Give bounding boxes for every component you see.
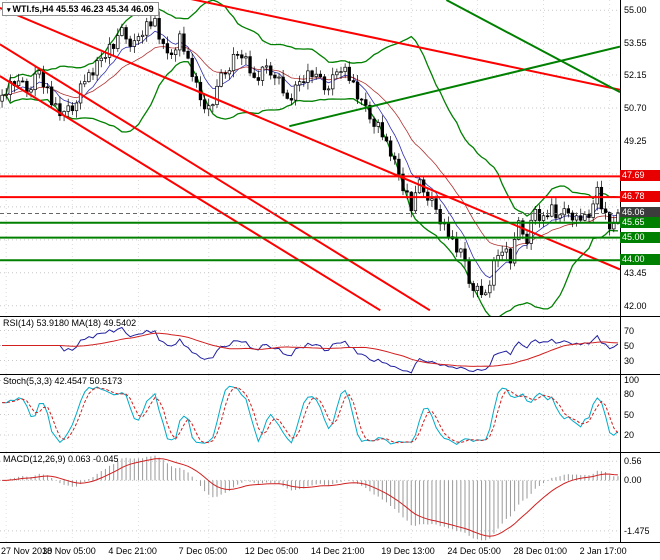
macd-label: MACD(12,26,9) 0.063 -0.045 bbox=[3, 454, 119, 464]
time-label: 12 Dec 05:00 bbox=[244, 546, 299, 556]
stochastic-panel[interactable]: Stoch(5,3,3) 42.4547 50.5173 100 80 50 20 bbox=[0, 375, 660, 452]
symbol-marker-icon: ▾ bbox=[7, 7, 11, 14]
rsi-tick: 50 bbox=[624, 340, 635, 351]
price-tag: 45.00 bbox=[620, 231, 660, 243]
rsi-canvas[interactable] bbox=[0, 317, 620, 374]
price-tick: 52.15 bbox=[624, 70, 647, 81]
time-label: 24 Dec 05:00 bbox=[447, 546, 501, 556]
price-tick: 49.25 bbox=[624, 135, 647, 146]
price-tick: 42.00 bbox=[624, 300, 647, 311]
time-label: 4 Dec 21:00 bbox=[108, 546, 157, 556]
main-chart-canvas[interactable] bbox=[0, 0, 620, 316]
price-tick: 53.55 bbox=[624, 38, 647, 49]
panel-separator[interactable] bbox=[0, 452, 660, 453]
macd-canvas[interactable] bbox=[0, 453, 620, 542]
time-label: 19 Dec 13:00 bbox=[381, 546, 435, 556]
time-label: 14 Dec 21:00 bbox=[310, 546, 365, 556]
stoch-tick: 80 bbox=[624, 389, 635, 400]
rsi-panel[interactable]: RSI(14) 53.9180 MA(18) 49.5402 70 50 30 bbox=[0, 317, 660, 374]
time-label: 30 Nov 05:00 bbox=[42, 546, 96, 556]
chart-title: ▾ WTI.fs,H4 45.53 46.23 45.34 46.09 bbox=[2, 2, 159, 16]
main-chart-panel[interactable]: ▾ WTI.fs,H4 45.53 46.23 45.34 46.09 55.00… bbox=[0, 0, 660, 316]
price-tick: 50.70 bbox=[624, 102, 647, 113]
time-label: 27 Nov 2018 bbox=[1, 546, 53, 556]
price-tag: 46.78 bbox=[620, 191, 660, 203]
price-tick: 55.00 bbox=[624, 5, 647, 16]
rsi-tick: 30 bbox=[624, 355, 635, 366]
price-tick: 43.45 bbox=[624, 267, 647, 278]
price-tag: 47.69 bbox=[620, 170, 660, 182]
stoch-tick: 100 bbox=[624, 375, 640, 386]
time-axis-border bbox=[0, 542, 660, 543]
macd-panel[interactable]: MACD(12,26,9) 0.063 -0.045 0.56 0.00 -1.47… bbox=[0, 453, 660, 542]
stoch-tick: 20 bbox=[624, 429, 635, 440]
chart-title-text: WTI.fs,H4 45.53 46.23 45.34 46.09 bbox=[12, 4, 154, 14]
stoch-tick: 50 bbox=[624, 409, 635, 420]
time-label: 28 Dec 01:00 bbox=[513, 546, 567, 556]
stochastic-canvas[interactable] bbox=[0, 375, 620, 452]
price-tag: 44.00 bbox=[620, 254, 660, 266]
rsi-tick: 70 bbox=[624, 325, 635, 336]
rsi-label: RSI(14) 53.9180 MA(18) 49.5402 bbox=[3, 318, 137, 328]
time-label: 2 Jan 17:00 bbox=[579, 546, 627, 556]
panel-separator[interactable] bbox=[0, 374, 660, 375]
price-tag: 45.65 bbox=[620, 216, 660, 228]
panel-separator[interactable] bbox=[0, 316, 660, 317]
price-tag: 46.06 bbox=[620, 207, 660, 219]
macd-tick: 0.56 bbox=[624, 456, 642, 467]
price-axis-border bbox=[620, 0, 621, 543]
time-axis[interactable]: 27 Nov 2018 30 Nov 05:00 4 Dec 21:00 7 Dec … bbox=[0, 543, 660, 560]
time-label: 7 Dec 05:00 bbox=[178, 546, 228, 556]
macd-tick: 0.00 bbox=[624, 475, 642, 486]
macd-tick: -1.475 bbox=[624, 525, 650, 536]
stochastic-label: Stoch(5,3,3) 42.4547 50.5173 bbox=[3, 376, 123, 386]
